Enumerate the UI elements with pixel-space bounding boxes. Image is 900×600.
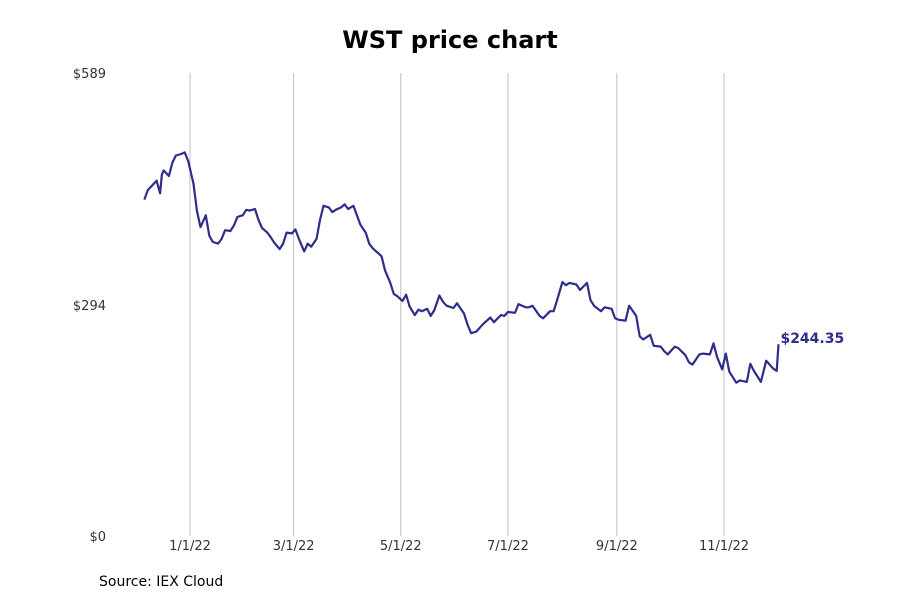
x-tick-label: 5/1/22: [380, 539, 422, 554]
last-price-label: $244.35: [780, 331, 844, 347]
source-note: Source: IEX Cloud: [99, 574, 224, 590]
x-tick-label: 7/1/22: [487, 539, 529, 554]
x-tick-label: 11/1/22: [699, 539, 749, 554]
y-tick-label: $294: [73, 299, 106, 314]
x-axis: 1/1/22 3/1/22 5/1/22 7/1/22 9/1/22 11/1/22: [169, 539, 749, 554]
price-line: [143, 151, 780, 384]
grid-lines: [189, 73, 725, 536]
x-tick-label: 1/1/22: [169, 539, 211, 554]
x-tick-label: 3/1/22: [273, 539, 315, 554]
y-tick-label: $0: [89, 530, 106, 545]
chart-title: WST price chart: [342, 26, 558, 54]
y-axis: $589 $294 $0: [73, 67, 106, 545]
y-tick-label: $589: [73, 67, 106, 82]
x-tick-label: 9/1/22: [596, 539, 638, 554]
